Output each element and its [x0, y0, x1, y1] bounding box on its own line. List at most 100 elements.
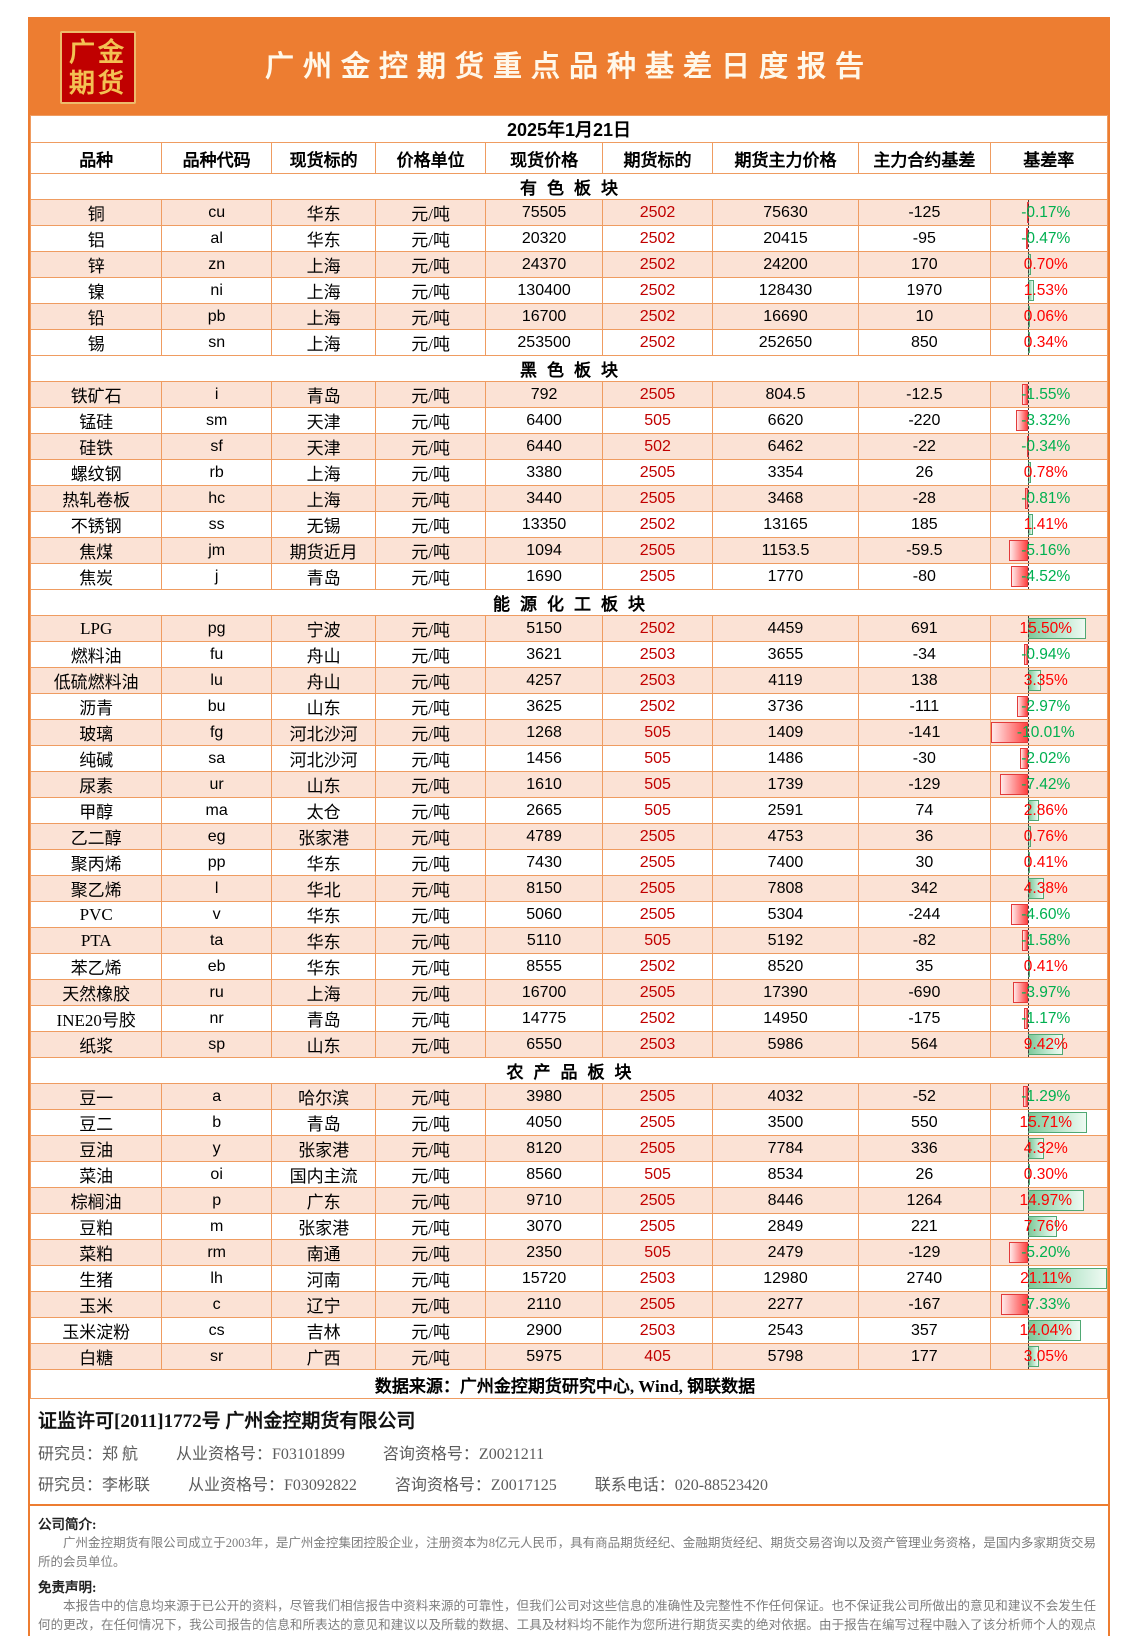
price-unit: 元/吨	[375, 511, 486, 538]
commodity-row-eg: 乙二醇 eg 张家港 元/吨 4789 2505 4753 36 0.76%	[29, 823, 1109, 850]
futures-main-price: 2479	[711, 1239, 860, 1266]
commodity-name: 菜粕	[29, 1239, 163, 1266]
commodity-code: v	[161, 901, 272, 928]
commodity-name: 天然橡胶	[29, 979, 163, 1006]
futures-contract: 2502	[602, 251, 713, 278]
commodity-name: LPG	[29, 615, 163, 642]
zero-axis-line	[1028, 1266, 1029, 1291]
commodity-code: b	[161, 1109, 272, 1136]
commodity-code: sp	[161, 1031, 272, 1058]
spot-price: 6440	[484, 433, 604, 460]
main-contract-basis: -244	[858, 901, 991, 928]
main-contract-basis: -34	[858, 641, 991, 668]
price-unit: 元/吨	[375, 381, 486, 408]
commodity-name: 玉米	[29, 1291, 163, 1318]
price-unit: 元/吨	[375, 1265, 486, 1292]
col-header-main-contract-basis: 主力合约基差	[858, 142, 991, 174]
futures-contract: 2505	[602, 823, 713, 850]
negative-data-bar	[1016, 696, 1028, 717]
main-contract-basis: -12.5	[858, 381, 991, 408]
basis-rate-value: 1.53%	[1023, 281, 1068, 299]
zero-axis-line	[1028, 382, 1029, 407]
company-profile-text: 广州金控期货有限公司成立于2003年，是广州金控集团控股企业，注册资本为8亿元人…	[38, 1536, 1096, 1570]
basis-rate: 7.76%	[989, 1213, 1109, 1240]
section-row-ferrous: 黑色板块	[30, 355, 1108, 382]
negative-data-bar	[1011, 566, 1028, 587]
futures-contract: 2505	[602, 979, 713, 1006]
futures-contract: 405	[602, 1343, 713, 1370]
price-unit: 元/吨	[375, 1213, 486, 1240]
zero-axis-line	[1028, 1214, 1029, 1239]
commodity-row-cu: 铜 cu 华东 元/吨 75505 2502 75630 -125 -0.17%	[29, 199, 1109, 226]
spot-price: 3980	[484, 1083, 604, 1110]
main-contract-basis: 30	[858, 849, 991, 876]
main-contract-basis: 26	[858, 459, 991, 486]
basis-rate-value: 3.05%	[1023, 1347, 1068, 1365]
commodity-row-sf: 硅铁 sf 天津 元/吨 6440 502 6462 -22 -0.34%	[29, 433, 1109, 460]
basis-rate: -0.81%	[989, 485, 1109, 512]
spot-price: 2110	[484, 1291, 604, 1318]
commodity-code: hc	[161, 485, 272, 512]
section-row-nonferrous: 有色板块	[30, 173, 1108, 200]
main-contract-basis: -175	[858, 1005, 991, 1032]
price-unit: 元/吨	[375, 927, 486, 954]
main-contract-basis: 1970	[858, 277, 991, 304]
price-unit: 元/吨	[375, 693, 486, 720]
commodity-row-nr: INE20号胶 nr 青岛 元/吨 14775 2502 14950 -175 -1.17%	[29, 1005, 1109, 1032]
main-contract-basis: 342	[858, 875, 991, 902]
zero-axis-line	[1028, 1292, 1029, 1317]
commodity-code: c	[161, 1291, 272, 1318]
price-unit: 元/吨	[375, 901, 486, 928]
spot-price: 1268	[484, 719, 604, 746]
futures-contract: 2502	[602, 615, 713, 642]
spot-price: 130400	[484, 277, 604, 304]
spot-target: 上海	[270, 303, 377, 330]
col-header-futures-main-price: 期货主力价格	[711, 142, 860, 174]
commodity-name: 焦炭	[29, 563, 163, 590]
license-line: 证监许可[2011]1772号 广州金控期货有限公司	[38, 1411, 416, 1432]
commodity-name: 纸浆	[29, 1031, 163, 1058]
basis-rate-value: -0.94%	[1021, 645, 1071, 663]
main-contract-basis: -125	[858, 199, 991, 226]
futures-contract: 2502	[602, 693, 713, 720]
spot-price: 3621	[484, 641, 604, 668]
negative-data-bar	[1010, 904, 1028, 925]
commodity-code: zn	[161, 251, 272, 278]
basis-rate-value: 4.32%	[1023, 1139, 1068, 1157]
zero-axis-line	[1028, 252, 1029, 277]
futures-contract: 2505	[602, 1291, 713, 1318]
commodity-code: i	[161, 381, 272, 408]
basis-rate-value: -1.58%	[1021, 931, 1071, 949]
basis-rate: -2.97%	[989, 693, 1109, 720]
basis-rate: 2.86%	[989, 797, 1109, 824]
basis-rate: 4.38%	[989, 875, 1109, 902]
basis-rate: 15.71%	[989, 1109, 1109, 1136]
commodity-row-zn: 锌 zn 上海 元/吨 24370 2502 24200 170 0.70%	[29, 251, 1109, 278]
futures-main-price: 1486	[711, 745, 860, 772]
basis-rate: -1.29%	[989, 1083, 1109, 1110]
futures-main-price: 7784	[711, 1135, 860, 1162]
futures-main-price: 12980	[711, 1265, 860, 1292]
zero-axis-line	[1028, 850, 1029, 875]
futures-contract: 2502	[602, 277, 713, 304]
main-contract-basis: 35	[858, 953, 991, 980]
section-row-agriculture: 农产品板块	[30, 1057, 1108, 1084]
commodity-row-sr: 白糖 sr 广西 元/吨 5975 405 5798 177 3.05%	[29, 1343, 1109, 1370]
zero-axis-line	[1028, 1318, 1029, 1343]
zero-axis-line	[1028, 1032, 1029, 1057]
futures-main-price: 5798	[711, 1343, 860, 1370]
futures-main-price: 16690	[711, 303, 860, 330]
futures-main-price: 804.5	[711, 381, 860, 408]
spot-target: 哈尔滨	[270, 1083, 377, 1110]
spot-target: 天津	[270, 433, 377, 460]
spot-price: 2350	[484, 1239, 604, 1266]
spot-price: 14775	[484, 1005, 604, 1032]
commodity-name: 聚乙烯	[29, 875, 163, 902]
basis-rate-value: 0.78%	[1023, 463, 1068, 481]
disclaimer-paragraph-1: 本报告中的信息均来源于已公开的资料，尽管我们相信报告中资料来源的可靠性，但我们公…	[38, 1598, 1096, 1633]
main-contract-basis: -80	[858, 563, 991, 590]
futures-main-price: 3655	[711, 641, 860, 668]
basis-rate-value: 0.41%	[1023, 957, 1068, 975]
commodity-code: lu	[161, 667, 272, 694]
spot-target: 广东	[270, 1187, 377, 1214]
